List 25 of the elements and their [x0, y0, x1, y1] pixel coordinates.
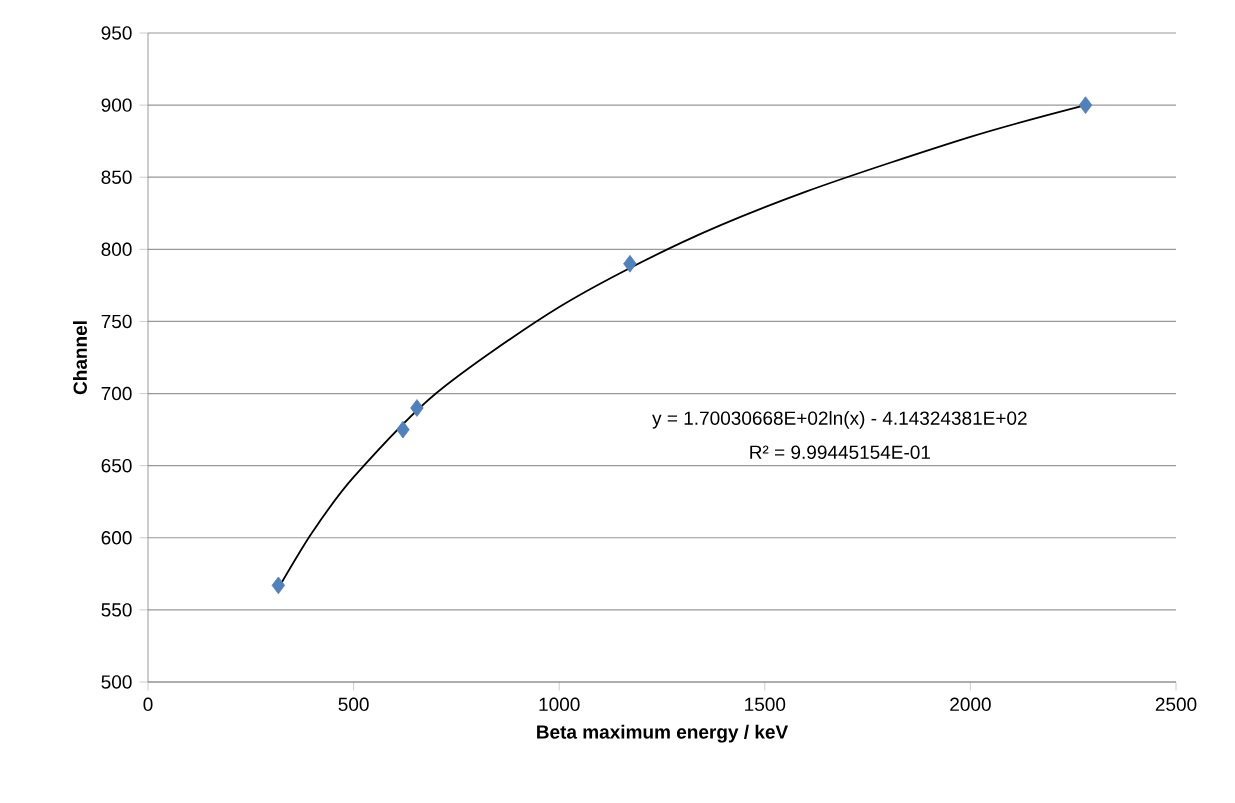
y-tick-label: 500: [101, 675, 132, 689]
x-tick-label: 500: [338, 697, 369, 712]
point: [410, 399, 424, 417]
y-tick-label: 600: [101, 531, 132, 545]
y-tick-label: 950: [101, 26, 132, 40]
x-tick-label: 2500: [1155, 697, 1197, 712]
y-tick-label: 550: [101, 603, 132, 617]
x-axis-title: Beta maximum energy / keV: [537, 724, 789, 743]
y-axis-title: Channel: [73, 321, 87, 395]
point: [623, 254, 637, 273]
y-tick-label: 700: [101, 386, 132, 401]
annotation: y = 1.70030668E+02ln(x) - 4.14324381E+02: [652, 410, 1027, 429]
y-tick-label: 850: [101, 170, 132, 184]
point: [271, 576, 286, 595]
y-tick-label: 650: [101, 458, 132, 473]
annotation: R² = 9.99445154E-01: [750, 445, 930, 459]
x-tick-label: 1500: [745, 697, 786, 712]
point: [1078, 96, 1093, 114]
x-tick-label: 0: [143, 697, 153, 712]
x-tick-label: 1000: [539, 697, 580, 712]
y-tick-label: 750: [101, 314, 132, 329]
y-tick-label: 900: [101, 98, 132, 112]
x-tick-label: 2000: [950, 697, 991, 712]
point: [396, 420, 410, 439]
y-tick-label: 800: [101, 242, 132, 257]
